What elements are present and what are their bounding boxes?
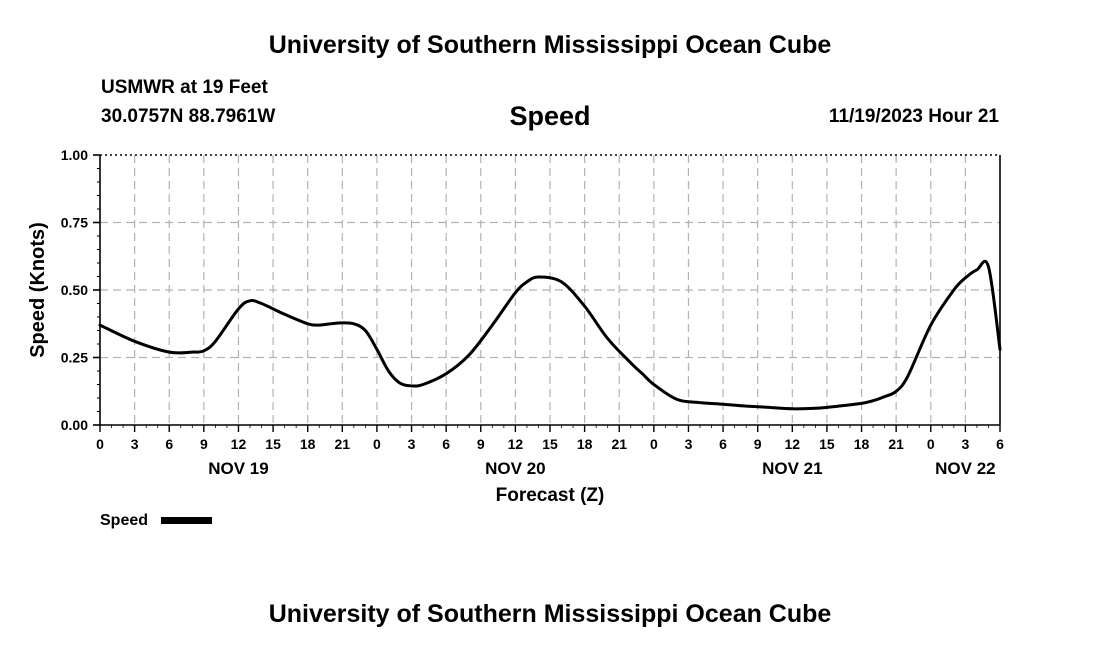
x-tick-label: 21 xyxy=(611,436,627,452)
x-tick-label: 15 xyxy=(265,436,281,452)
station-label: USMWR at 19 Feet xyxy=(101,77,268,98)
x-tick-label: 6 xyxy=(719,436,727,452)
x-tick-label: 0 xyxy=(96,436,104,452)
y-axis-label: Speed (Knots) xyxy=(27,222,49,358)
x-tick-label: 3 xyxy=(961,436,969,452)
page-title: University of Southern Mississippi Ocean… xyxy=(268,31,832,59)
series-group xyxy=(98,259,1002,411)
y-tick-label: 1.00 xyxy=(61,147,88,163)
x-tick-label: 3 xyxy=(131,436,139,452)
legend-swatch xyxy=(161,517,212,524)
chart-title: Speed xyxy=(509,101,591,131)
x-tick-label: 15 xyxy=(819,436,835,452)
y-tick-label: 0.00 xyxy=(61,417,88,433)
x-tick-label: 6 xyxy=(165,436,173,452)
x-tick-label: 3 xyxy=(685,436,693,452)
x-tick-label: 0 xyxy=(650,436,658,452)
x-tick-label: 15 xyxy=(542,436,558,452)
series-line-speed xyxy=(98,259,1002,411)
x-axis-ticks: 0 3 6 9 12 15 18 21 0 3 6 9 12 15 18 21 0 3 6 9 12 15 18 21 0 3 6 xyxy=(96,425,1004,452)
x-tick-label: 3 xyxy=(408,436,416,452)
x-tick-label: 18 xyxy=(577,436,593,452)
legend-label: Speed xyxy=(100,512,148,529)
day-label: NOV 21 xyxy=(762,459,822,478)
x-tick-label: 0 xyxy=(373,436,381,452)
y-tick-label: 0.25 xyxy=(61,350,88,366)
x-tick-label: 12 xyxy=(508,436,524,452)
x-tick-label: 21 xyxy=(888,436,904,452)
coordinates-label: 30.0757N 88.7961W xyxy=(101,106,276,127)
x-tick-label: 21 xyxy=(335,436,351,452)
y-axis-ticks: 0.00 0.25 0.50 0.75 1.00 xyxy=(61,147,100,433)
x-tick-label: 0 xyxy=(927,436,935,452)
day-label: NOV 22 xyxy=(935,459,995,478)
grid-lines xyxy=(100,155,1000,425)
y-tick-label: 0.50 xyxy=(61,282,88,298)
x-tick-label: 18 xyxy=(854,436,870,452)
x-tick-label: 12 xyxy=(785,436,801,452)
x-tick-label: 9 xyxy=(754,436,762,452)
day-labels: NOV 19 NOV 20 NOV 21 NOV 22 xyxy=(208,459,995,478)
x-tick-label: 9 xyxy=(477,436,485,452)
x-tick-label: 9 xyxy=(200,436,208,452)
x-tick-label: 6 xyxy=(996,436,1004,452)
day-label: NOV 20 xyxy=(485,459,545,478)
legend: Speed xyxy=(100,512,212,529)
day-label: NOV 19 xyxy=(208,459,268,478)
forecast-date-hour: 11/19/2023 Hour 21 xyxy=(828,106,999,127)
x-tick-label: 18 xyxy=(300,436,316,452)
x-axis-label: Forecast (Z) xyxy=(496,485,605,506)
x-tick-label: 12 xyxy=(231,436,247,452)
y-tick-label: 0.75 xyxy=(61,215,88,231)
x-tick-label: 6 xyxy=(442,436,450,452)
footer-title: University of Southern Mississippi Ocean… xyxy=(268,600,832,628)
